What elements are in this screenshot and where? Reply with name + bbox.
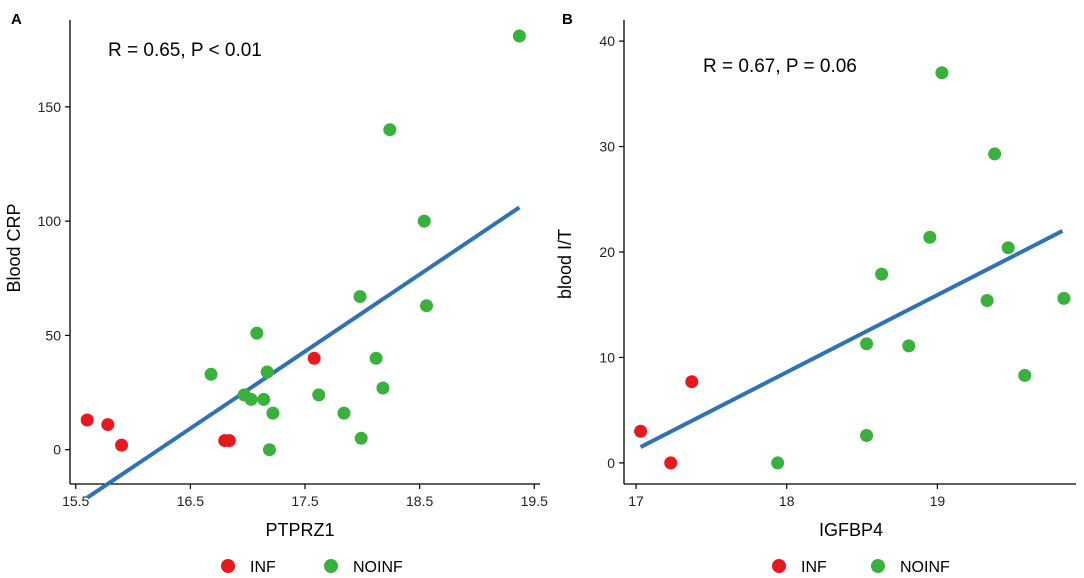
legend-a: INF NOINF xyxy=(221,559,403,576)
panel-b-noinf-point xyxy=(1057,291,1071,305)
legend-a-inf-label: INF xyxy=(250,559,276,576)
panel-b-inf-point xyxy=(685,375,699,389)
panel-a-x-tick-label: 17.5 xyxy=(291,493,318,509)
panel-a-noinf-point xyxy=(337,406,351,420)
panel-a-noinf-point xyxy=(257,392,271,406)
panel-b-y-tick-label: 40 xyxy=(599,33,615,49)
panel-a-noinf-point xyxy=(312,388,326,402)
panel-b-annotation: R = 0.67, P = 0.06 xyxy=(703,56,857,77)
panel-b-noinf-point xyxy=(923,230,937,244)
panel-b: B R = 0.67, P = 0.06 IGFBP4 blood I/T 17… xyxy=(555,11,1076,540)
panel-a-inf-point xyxy=(222,434,236,448)
panel-b-inf-point xyxy=(664,456,678,470)
panel-a-letter: A xyxy=(11,11,22,28)
panel-a-noinf-point xyxy=(369,351,383,365)
panel-a-inf-point xyxy=(80,413,94,427)
panel-b-y-tick-label: 0 xyxy=(607,455,615,471)
panel-b-noinf-point xyxy=(988,147,1002,161)
panel-b-y-tick-label: 20 xyxy=(599,244,615,260)
panel-b-noinf-point xyxy=(860,428,874,442)
panel-b-x-tick-label: 18 xyxy=(779,493,795,509)
panel-b-noinf-point xyxy=(980,294,994,308)
legend-b-inf-marker xyxy=(772,559,786,573)
panel-b-y-axis-label: blood I/T xyxy=(555,229,575,299)
panel-b-noinf-point xyxy=(1001,241,1015,255)
panel-a-x-tick-label: 19.5 xyxy=(521,493,548,509)
panel-a-noinf-point xyxy=(512,29,526,43)
panel-b-letter: B xyxy=(562,11,573,28)
panel-b-noinf-point xyxy=(1018,368,1032,382)
panel-a-x-axis-label: PTPRZ1 xyxy=(265,520,334,540)
legend-b-noinf-label: NOINF xyxy=(900,559,950,576)
panel-a-annotation: R = 0.65, P < 0.01 xyxy=(108,40,262,61)
legend-a-noinf-marker xyxy=(324,559,338,573)
panel-b-noinf-point xyxy=(902,339,916,353)
panel-a-y-tick-label: 0 xyxy=(53,442,61,458)
panel-a: A R = 0.65, P < 0.01 PTPRZ1 Blood CRP 15… xyxy=(4,11,548,540)
panel-b-y-tick-label: 10 xyxy=(599,349,615,365)
panel-b-x-tick-label: 19 xyxy=(930,493,946,509)
panel-a-noinf-point xyxy=(354,431,368,445)
panel-a-y-axis-label: Blood CRP xyxy=(4,203,24,292)
legend-a-inf-marker xyxy=(221,559,235,573)
panel-a-x-tick-label: 15.5 xyxy=(62,493,89,509)
panel-a-regression-line xyxy=(86,205,521,500)
panel-b-noinf-point xyxy=(771,456,785,470)
panel-a-noinf-point xyxy=(260,365,274,379)
legend-a-noinf-label: NOINF xyxy=(353,559,403,576)
panel-a-inf-point xyxy=(307,351,321,365)
panel-a-noinf-point xyxy=(244,392,258,406)
panel-b-regression-line xyxy=(639,229,1064,449)
legend-b-inf-label: INF xyxy=(801,559,827,576)
panel-a-noinf-point xyxy=(204,367,218,381)
panel-a-noinf-point xyxy=(383,123,397,137)
panel-a-noinf-point xyxy=(262,443,276,457)
panel-b-noinf-point xyxy=(860,337,874,351)
panel-a-y-tick-label: 50 xyxy=(45,327,61,343)
panel-a-noinf-point xyxy=(266,406,280,420)
panel-b-inf-point xyxy=(634,424,648,438)
panel-a-noinf-point xyxy=(420,299,434,313)
panel-a-x-tick-label: 16.5 xyxy=(177,493,204,509)
panel-a-y-tick-label: 100 xyxy=(38,213,62,229)
panel-a-inf-point xyxy=(115,438,129,452)
panel-b-noinf-point xyxy=(875,267,889,281)
legend-b-noinf-marker xyxy=(871,559,885,573)
panel-b-noinf-point xyxy=(935,66,949,80)
panel-a-noinf-point xyxy=(250,326,264,340)
panel-a-inf-point xyxy=(101,418,115,432)
panel-a-x-tick-label: 18.5 xyxy=(406,493,433,509)
panel-a-noinf-point xyxy=(353,290,367,304)
panel-b-y-tick-label: 30 xyxy=(599,139,615,155)
panel-a-noinf-point xyxy=(417,214,431,228)
legend-b: INF NOINF xyxy=(772,559,950,576)
panel-b-x-axis-label: IGFBP4 xyxy=(819,520,883,540)
panel-b-x-tick-label: 17 xyxy=(628,493,644,509)
panel-a-y-tick-label: 150 xyxy=(38,99,62,115)
panel-a-noinf-point xyxy=(376,381,390,395)
